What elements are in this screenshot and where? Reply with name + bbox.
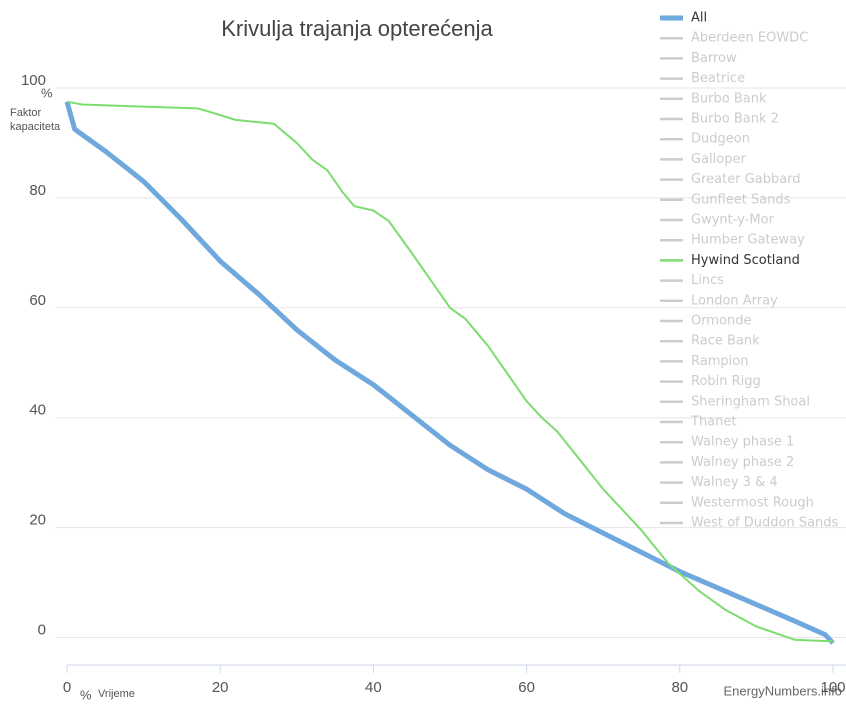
legend-label[interactable]: Walney phase 2 bbox=[691, 455, 794, 470]
x-tick-label: 0 bbox=[63, 679, 71, 696]
legend-label[interactable]: West of Duddon Sands bbox=[691, 516, 839, 531]
series-line bbox=[66, 100, 834, 643]
legend-label[interactable]: Galloper bbox=[691, 152, 746, 167]
credit: EnergyNumbers.info bbox=[724, 683, 843, 698]
legend-label[interactable]: Dudgeon bbox=[691, 132, 750, 147]
legend-label[interactable]: Barrow bbox=[691, 51, 737, 66]
legend-label[interactable]: Thanet bbox=[690, 415, 736, 430]
y-tick-label: 100 bbox=[21, 72, 46, 89]
y-tick-label: 60 bbox=[29, 292, 46, 309]
chart-title: Krivulja trajanja opterećenja bbox=[221, 16, 493, 41]
legend-label[interactable]: Aberdeen EOWDC bbox=[691, 31, 808, 46]
series-line bbox=[64, 101, 835, 645]
y-tick-label: 0 bbox=[38, 621, 46, 638]
y-axis-label: Faktor bbox=[10, 107, 42, 119]
x-tick-label: 20 bbox=[212, 679, 229, 696]
legend-label[interactable]: Robin Rigg bbox=[691, 374, 761, 389]
y-axis-unit: % bbox=[41, 85, 53, 100]
x-tick-label: 100 bbox=[820, 679, 845, 696]
legend-label[interactable]: Burbo Bank 2 bbox=[691, 112, 779, 127]
legend-label[interactable]: All bbox=[691, 11, 707, 26]
y-axis-label: kapaciteta bbox=[10, 121, 61, 133]
legend-label[interactable]: Greater Gabbard bbox=[691, 172, 801, 187]
legend-label[interactable]: Ormonde bbox=[691, 314, 751, 329]
legend-label[interactable]: Burbo Bank bbox=[691, 91, 767, 106]
legend-label[interactable]: Rampion bbox=[691, 354, 748, 369]
legend-label[interactable]: Hywind Scotland bbox=[691, 253, 800, 268]
y-tick-label: 20 bbox=[29, 512, 46, 529]
y-tick-label: 40 bbox=[29, 402, 46, 419]
x-tick-label: 60 bbox=[518, 679, 535, 696]
legend-label[interactable]: Lincs bbox=[691, 273, 724, 288]
legend-label[interactable]: Gwynt-y-Mor bbox=[691, 213, 775, 228]
x-axis-label: Vrijeme bbox=[98, 688, 135, 700]
legend-label[interactable]: Walney 3 & 4 bbox=[691, 475, 778, 490]
x-tick-label: 40 bbox=[365, 679, 382, 696]
y-tick-label: 80 bbox=[29, 182, 46, 199]
legend-label[interactable]: London Array bbox=[691, 293, 778, 308]
legend-label[interactable]: Gunfleet Sands bbox=[691, 192, 791, 207]
legend-label[interactable]: Walney phase 1 bbox=[691, 435, 794, 450]
x-axis-unit: % bbox=[80, 687, 92, 702]
legend-label[interactable]: Beatrice bbox=[691, 71, 745, 86]
legend-label[interactable]: Westermost Rough bbox=[691, 495, 814, 510]
x-tick-label: 80 bbox=[671, 679, 688, 696]
legend-label[interactable]: Humber Gateway bbox=[691, 233, 805, 248]
legend-label[interactable]: Race Bank bbox=[691, 334, 760, 349]
legend-label[interactable]: Sheringham Shoal bbox=[691, 394, 810, 409]
